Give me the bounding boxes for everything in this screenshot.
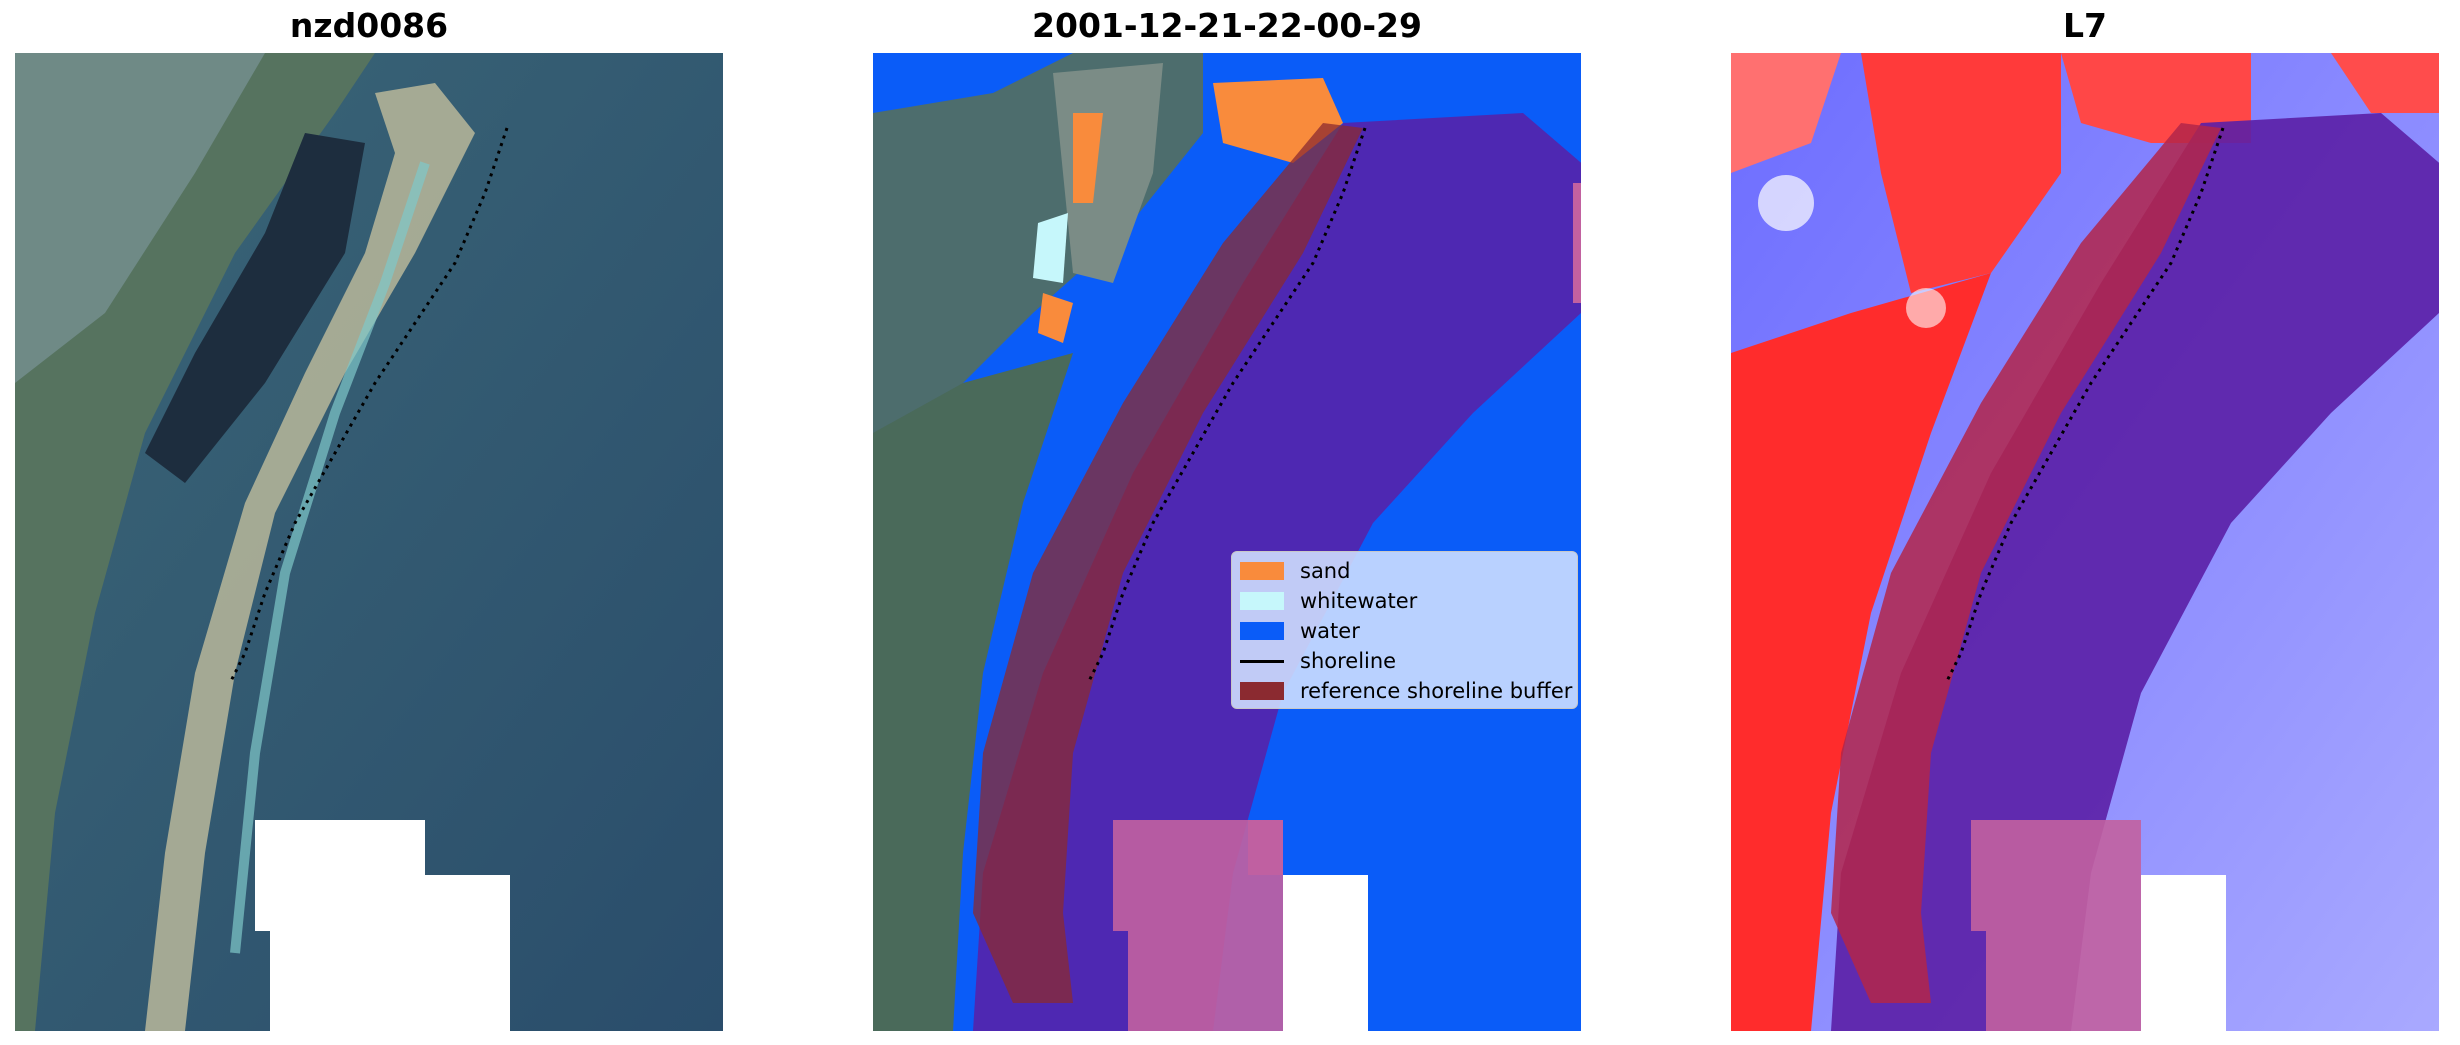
legend-swatch-buffer [1240, 682, 1284, 700]
legend-line-shoreline [1240, 659, 1284, 663]
classified-map-image [873, 53, 1581, 1031]
satellite-rgb-image [15, 53, 723, 1031]
legend-item-water: water [1240, 616, 1577, 646]
legend-swatch-whitewater [1240, 592, 1284, 610]
legend-label: reference shoreline buffer [1300, 679, 1573, 703]
legend-swatch-sand [1240, 562, 1284, 580]
legend-label: whitewater [1300, 589, 1418, 613]
legend-item-buffer: reference shoreline buffer [1240, 676, 1577, 706]
legend-swatch-water [1240, 622, 1284, 640]
legend-item-sand: sand [1240, 556, 1577, 586]
legend-item-whitewater: whitewater [1240, 586, 1577, 616]
legend-item-shoreline: shoreline [1240, 646, 1577, 676]
panel-title-classified: 2001-12-21-22-00-29 [1032, 6, 1422, 45]
panel-title-index: L7 [2063, 6, 2107, 45]
water-index-image [1731, 53, 2439, 1031]
legend-label: water [1300, 619, 1360, 643]
legend-label: shoreline [1300, 649, 1397, 673]
legend-label: sand [1300, 559, 1351, 583]
panel-title-rgb: nzd0086 [289, 6, 449, 45]
map-legend: sand whitewater water shoreline referenc… [1231, 551, 1578, 709]
